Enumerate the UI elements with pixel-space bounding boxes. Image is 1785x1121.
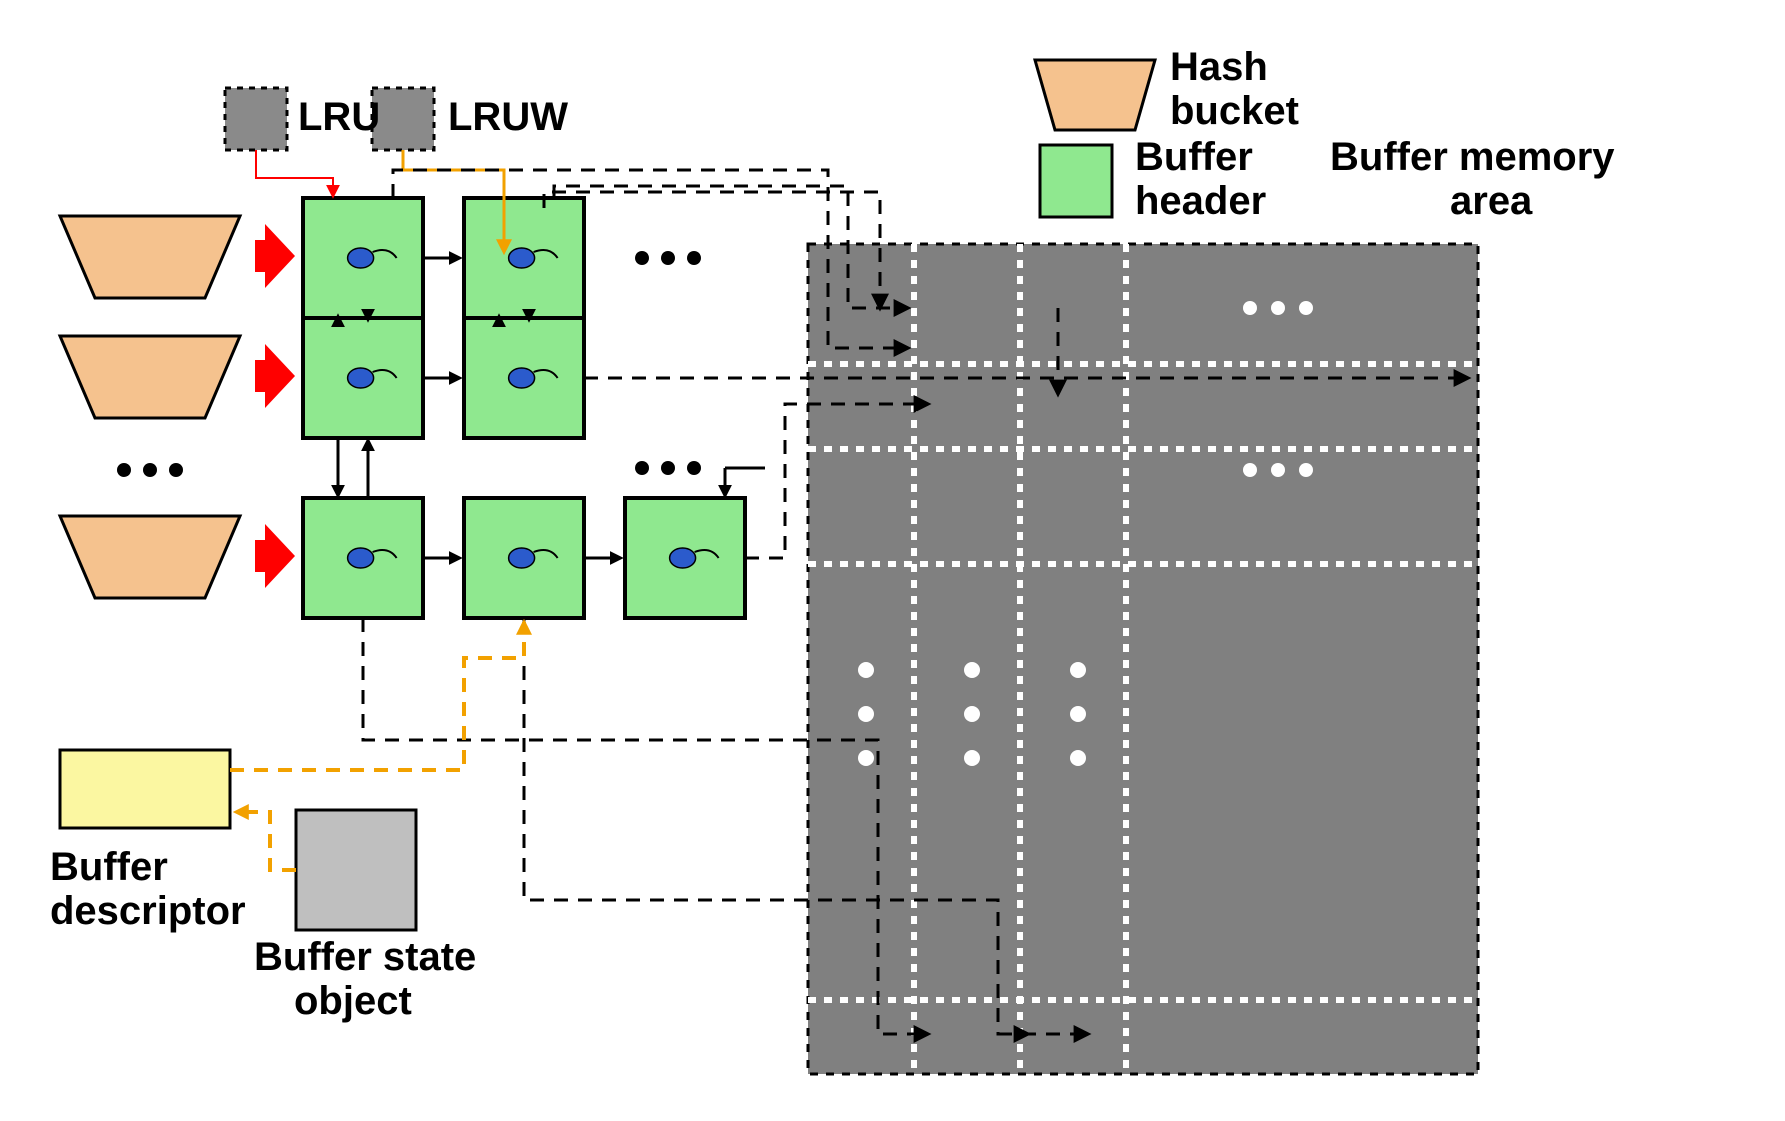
- svg-text:Buffer state: Buffer state: [254, 935, 476, 979]
- svg-text:Buffer: Buffer: [50, 845, 168, 889]
- svg-text:descriptor: descriptor: [50, 889, 246, 933]
- svg-text:LRUW: LRUW: [448, 95, 568, 139]
- svg-text:Buffer memory: Buffer memory: [1330, 135, 1615, 179]
- svg-text:Hash: Hash: [1170, 45, 1268, 89]
- svg-text:LRU: LRU: [298, 95, 380, 139]
- svg-text:area: area: [1450, 179, 1533, 223]
- svg-text:Buffer: Buffer: [1135, 135, 1253, 179]
- svg-text:bucket: bucket: [1170, 89, 1299, 133]
- svg-text:header: header: [1135, 179, 1266, 223]
- svg-text:object: object: [294, 979, 412, 1023]
